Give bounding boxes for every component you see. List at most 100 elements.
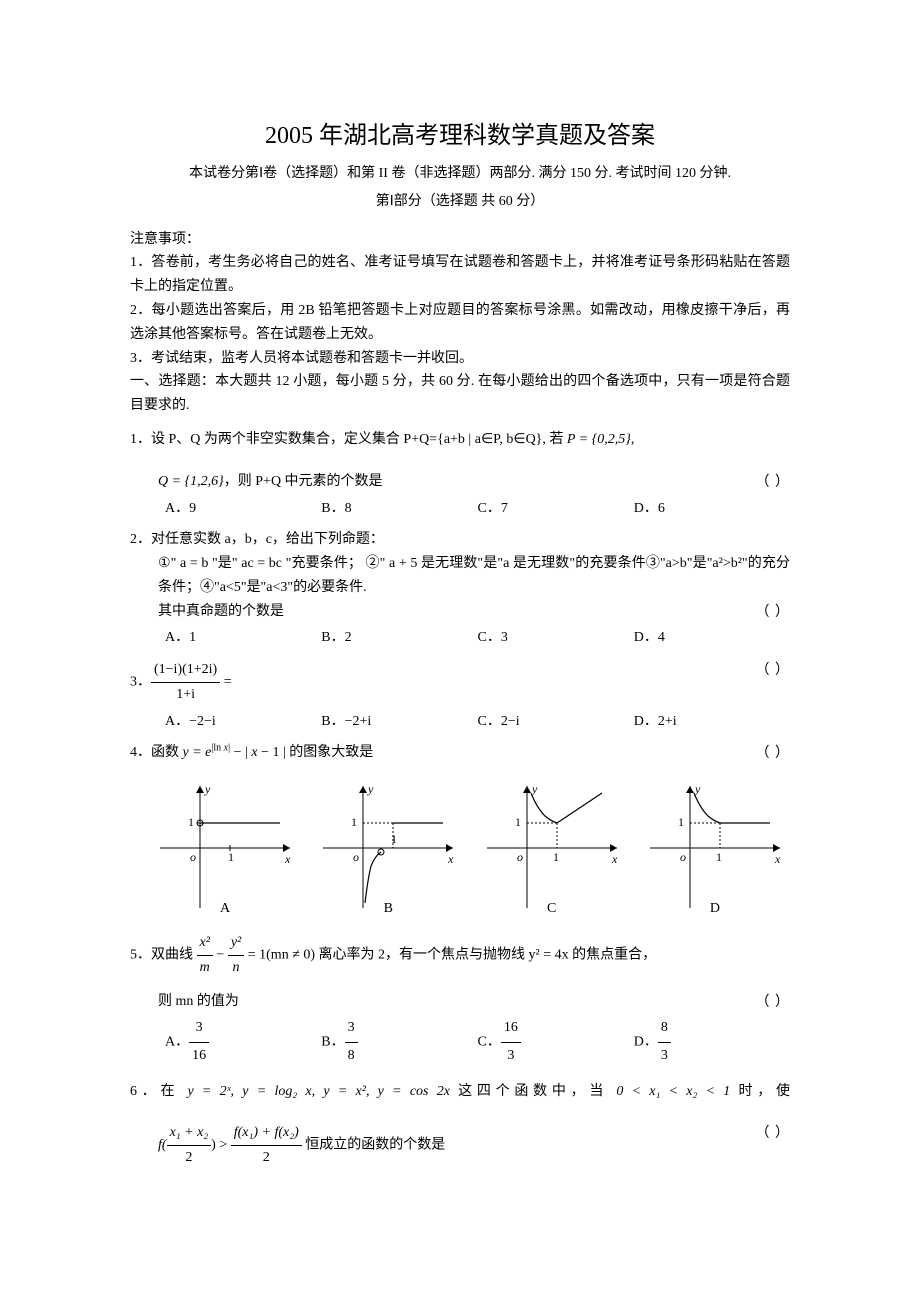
svg-text:o: o: [353, 850, 359, 864]
q5-opt-d: D．83: [634, 1015, 790, 1069]
svg-text:1: 1: [351, 815, 357, 829]
question-2: 2．对任意实数 a，b，c，给出下列命题： ①" a = b "是" ac = …: [130, 528, 790, 652]
svg-text:1: 1: [391, 832, 397, 846]
q5-prefix: 5．双曲线: [130, 947, 193, 962]
q4-text: 4．函数 y = e|ln x| − | x − 1 | 的图象大致是: [130, 741, 790, 765]
q1-blank: （ ）: [756, 470, 791, 497]
page-title: 2005 年湖北高考理科数学真题及答案: [130, 115, 790, 150]
q5-opt-b: B．38: [321, 1015, 477, 1069]
svg-text:y: y: [531, 782, 538, 796]
q6-f1-den: 2: [167, 1145, 212, 1170]
question-3: 3．(1−i)(1+2i)1+i = （ ） A．−2−i B．−2+i C．2…: [130, 658, 790, 735]
q4-charts: y x o 1 1 A: [150, 773, 790, 923]
q6-blank: （ ）: [756, 1121, 791, 1148]
svg-text:o: o: [190, 850, 196, 864]
svg-text:y: y: [367, 782, 374, 796]
q1-qset: Q = {1,2,6}: [158, 474, 224, 489]
q3-prefix: 3．: [130, 674, 151, 689]
q1-line2: Q = {1,2,6}，则 P+Q 中元素的个数是: [130, 470, 790, 494]
q5-b-label: B．: [321, 1035, 344, 1050]
q5-d-num: 8: [658, 1015, 671, 1042]
q1-comma: ,: [631, 432, 635, 447]
q3-blank: （ ）: [756, 658, 791, 685]
q5-c-num: 16: [501, 1015, 521, 1042]
chart-d-label: D: [710, 896, 720, 923]
exam-page: 2005 年湖北高考理科数学真题及答案 本试卷分第Ⅰ卷（选择题）和第 II 卷（…: [0, 0, 920, 1302]
svg-text:o: o: [680, 850, 686, 864]
svg-text:x: x: [774, 852, 781, 866]
svg-text:1: 1: [678, 815, 684, 829]
q3-opt-c: C．2−i: [478, 709, 634, 736]
q6-f2-num: f(x₁) + f(x₂): [231, 1121, 302, 1145]
q3-opt-d: D．2+i: [634, 709, 790, 736]
q6-mid: 这四个函数中，当: [450, 1084, 616, 1099]
q1-line1: 1．设 P、Q 为两个非空实数集合，定义集合 P+Q={a+b | a∈P, b…: [130, 428, 790, 452]
chart-b: y x o 1 1 B: [313, 773, 463, 923]
q1-opt-b: B．8: [321, 496, 477, 523]
q3-line1: 3．(1−i)(1+2i)1+i =: [130, 658, 790, 707]
q5-b-num: 3: [345, 1015, 358, 1042]
q1-opt-c: C．7: [478, 496, 634, 523]
q5-minus: −: [216, 947, 227, 962]
q3-opt-a: A．−2−i: [165, 709, 321, 736]
q2-opt-c: C．3: [478, 625, 634, 652]
note-1: 1．答卷前，考生务必将自己的姓名、准考证号填写在试题卷和答题卡上，并将准考证号条…: [130, 251, 790, 299]
q5-line2: 则 mn 的值为: [130, 990, 790, 1014]
q1-options: A．9 B．8 C．7 D．6: [130, 496, 790, 523]
q6-suffix1: 时，使: [730, 1084, 790, 1099]
q5-b-den: 8: [345, 1042, 358, 1070]
note-2: 2．每小题选出答案后，用 2B 铅笔把答题卡上对应题目的答案标号涂黑。如需改动，…: [130, 299, 790, 347]
q5-c-label: C．: [478, 1035, 501, 1050]
q5-f1-den: m: [197, 955, 213, 980]
svg-text:y: y: [204, 782, 211, 796]
q6-funcs: y = 2ˣ, y = log₂ x, y = x², y = cos 2x: [187, 1084, 449, 1099]
svg-text:x: x: [447, 852, 454, 866]
q5-d-den: 3: [658, 1042, 671, 1070]
q5-a-label: A．: [165, 1035, 189, 1050]
q6-f2-den: 2: [231, 1145, 302, 1170]
q6-line1: 6．在 y = 2ˣ, y = log₂ x, y = x², y = cos …: [130, 1080, 790, 1104]
svg-text:x: x: [611, 852, 618, 866]
svg-text:y: y: [694, 782, 701, 796]
q2-options: A．1 B．2 C．3 D．4: [130, 625, 790, 652]
chart-a: y x o 1 1 A: [150, 773, 300, 923]
q1-after: , 若: [542, 432, 563, 447]
svg-text:1: 1: [188, 815, 194, 829]
q6-prefix: 6．在: [130, 1084, 187, 1099]
q4-blank: （ ）: [756, 741, 791, 768]
q2-opt-b: B．2: [321, 625, 477, 652]
q5-blank: （ ）: [756, 990, 791, 1017]
q5-f2-den: n: [228, 955, 244, 980]
notes-header: 注意事项：: [130, 228, 790, 252]
svg-text:1: 1: [228, 850, 234, 864]
q1-setdef: {a+b | a∈P, b∈Q}: [437, 432, 542, 447]
q2-line3: 其中真命题的个数是: [130, 600, 790, 624]
chart-c-label: C: [547, 896, 556, 923]
q1-opt-d: D．6: [634, 496, 790, 523]
chart-c: y x o 1 1 C: [477, 773, 627, 923]
q6-line2: f(x₁ + x₂2) > f(x₁) + f(x₂)2 恒成立的函数的个数是: [130, 1121, 790, 1170]
chart-a-label: A: [220, 896, 230, 923]
q5-opt-a: A．316: [165, 1015, 321, 1069]
question-5: 5．双曲线 x²m − y²n = 1(mn ≠ 0) 离心率为 2，有一个焦点…: [130, 931, 790, 1070]
q5-f1-num: x²: [197, 931, 213, 955]
q6-mid2: ) >: [211, 1138, 231, 1153]
q5-d-label: D．: [634, 1035, 658, 1050]
part1-title: 第Ⅰ部分（选择题 共 60 分）: [130, 190, 790, 214]
q5-a-den: 16: [189, 1042, 209, 1070]
q5-f2-num: y²: [228, 931, 244, 955]
question-4: 4．函数 y = e|ln x| − | x − 1 | 的图象大致是 （ ） …: [130, 741, 790, 923]
q5-mid: = 1(mn ≠ 0) 离心率为 2，有一个焦点与抛物线 y² = 4x 的焦点…: [248, 947, 656, 962]
q1-opt-a: A．9: [165, 496, 321, 523]
svg-text:1: 1: [716, 850, 722, 864]
q3-num: (1−i)(1+2i): [151, 658, 220, 682]
svg-text:x: x: [284, 852, 291, 866]
q3-opt-b: B．−2+i: [321, 709, 477, 736]
q1-pset: P = {0,2,5}: [567, 432, 631, 447]
svg-text:1: 1: [515, 815, 521, 829]
q2-line1: 2．对任意实数 a，b，c，给出下列命题：: [130, 528, 790, 552]
q5-options: A．316 B．38 C．163 D．83: [130, 1015, 790, 1069]
q6-cond: 0 < x₁ < x₂ < 1: [616, 1084, 730, 1099]
q1-suffix: ，则 P+Q 中元素的个数是: [224, 474, 383, 489]
subtitle: 本试卷分第Ⅰ卷（选择题）和第 II 卷（非选择题）两部分. 满分 150 分. …: [130, 162, 790, 186]
